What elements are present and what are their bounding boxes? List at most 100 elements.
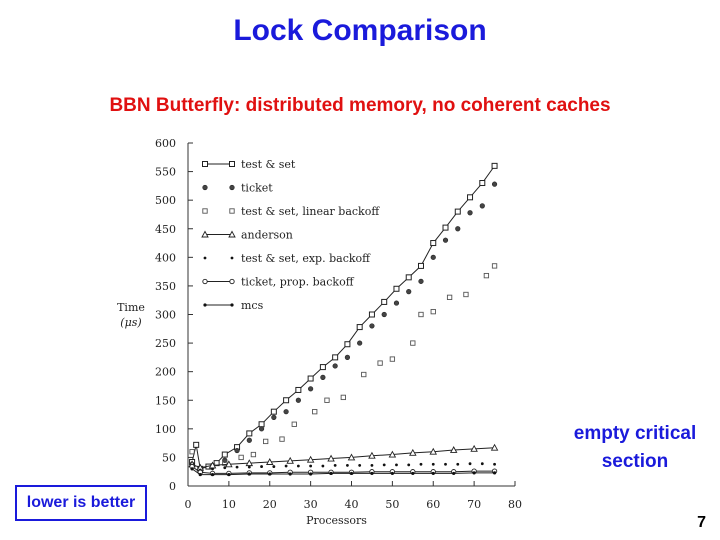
data-point [203,256,207,260]
y-tick-label: 600 [155,137,176,150]
data-point [327,454,335,462]
data-point [344,341,351,348]
data-point [405,274,412,281]
data-point [463,291,469,298]
data-point [284,464,288,468]
chart-legend: test & set ticket test & set, linear backo… [201,158,380,312]
data-point [308,386,314,392]
data-point [388,450,397,458]
data-point [483,272,490,279]
legend-entry: ticket [202,182,273,195]
data-point [286,456,294,464]
data-point [312,409,318,415]
data-point [260,465,263,468]
data-point [225,460,233,468]
data-point [389,356,396,362]
data-point [349,471,354,476]
legend-entry: ticket, prop. backoff [202,276,355,289]
data-point [455,226,461,232]
data-point [377,360,383,366]
data-point [222,457,228,463]
data-point [223,466,227,470]
data-point [263,438,269,445]
data-point [442,224,449,231]
data-point [268,472,272,476]
data-point [417,262,424,269]
data-point [309,464,313,468]
series-6 [190,467,497,477]
data-point [409,448,417,456]
data-point [211,467,214,471]
data-point [429,447,438,455]
x-tick-label: 40 [345,498,359,511]
data-point [222,460,228,466]
data-point [395,463,398,467]
legend-entry: test & set [202,158,296,171]
data-point [228,230,236,238]
data-point [393,285,400,292]
data-point [344,354,351,360]
data-point [245,459,254,467]
legend-label: mcs [241,299,264,312]
y-tick-label: 150 [155,394,176,407]
y-axis-label-unit: (μs) [120,316,141,329]
data-point [411,471,415,476]
data-point [229,208,235,214]
data-point [333,464,337,467]
data-point [229,161,235,167]
data-point [307,375,314,382]
data-point [381,311,387,318]
data-point [291,421,297,427]
data-point [202,161,208,167]
data-point [406,289,412,295]
data-point [381,298,388,305]
y-tick-label: 300 [155,309,176,322]
legend-label: ticket [241,182,273,195]
data-point [271,414,277,421]
data-point [201,230,209,238]
legend-label: test & set, linear backoff [241,205,380,218]
y-tick-label: 350 [155,280,176,293]
data-point [370,471,374,476]
data-point [193,441,200,448]
data-point [230,256,234,260]
data-point [279,436,285,442]
y-tick-label: 450 [155,223,176,236]
legend-label: anderson [241,229,293,242]
data-point [283,397,290,404]
data-point [370,464,374,467]
y-tick-label: 500 [155,194,176,207]
data-point [479,180,486,187]
data-point [390,471,394,476]
data-point [358,464,362,467]
data-point [265,458,274,465]
data-point [296,464,300,468]
data-point [306,455,315,463]
data-point [491,162,498,169]
x-tick-label: 20 [263,498,277,511]
data-point [324,397,330,403]
lower-is-better-badge: lower is better [15,485,147,521]
data-point [198,472,202,477]
x-tick-label: 30 [304,498,318,511]
data-point [288,472,292,476]
data-point [357,340,363,346]
data-point [202,208,208,214]
data-point [431,471,435,476]
data-point [444,462,447,466]
series-line [191,165,495,470]
data-point [258,421,265,428]
data-point [270,408,277,415]
data-point [418,311,424,318]
data-point [468,462,472,466]
data-point [368,311,375,318]
data-point [234,447,240,454]
x-tick-label: 50 [385,498,399,511]
data-point [456,462,460,466]
data-point [410,340,416,346]
data-point [393,300,400,306]
data-point [189,449,195,455]
series-0 [189,162,498,472]
data-point [258,426,265,432]
